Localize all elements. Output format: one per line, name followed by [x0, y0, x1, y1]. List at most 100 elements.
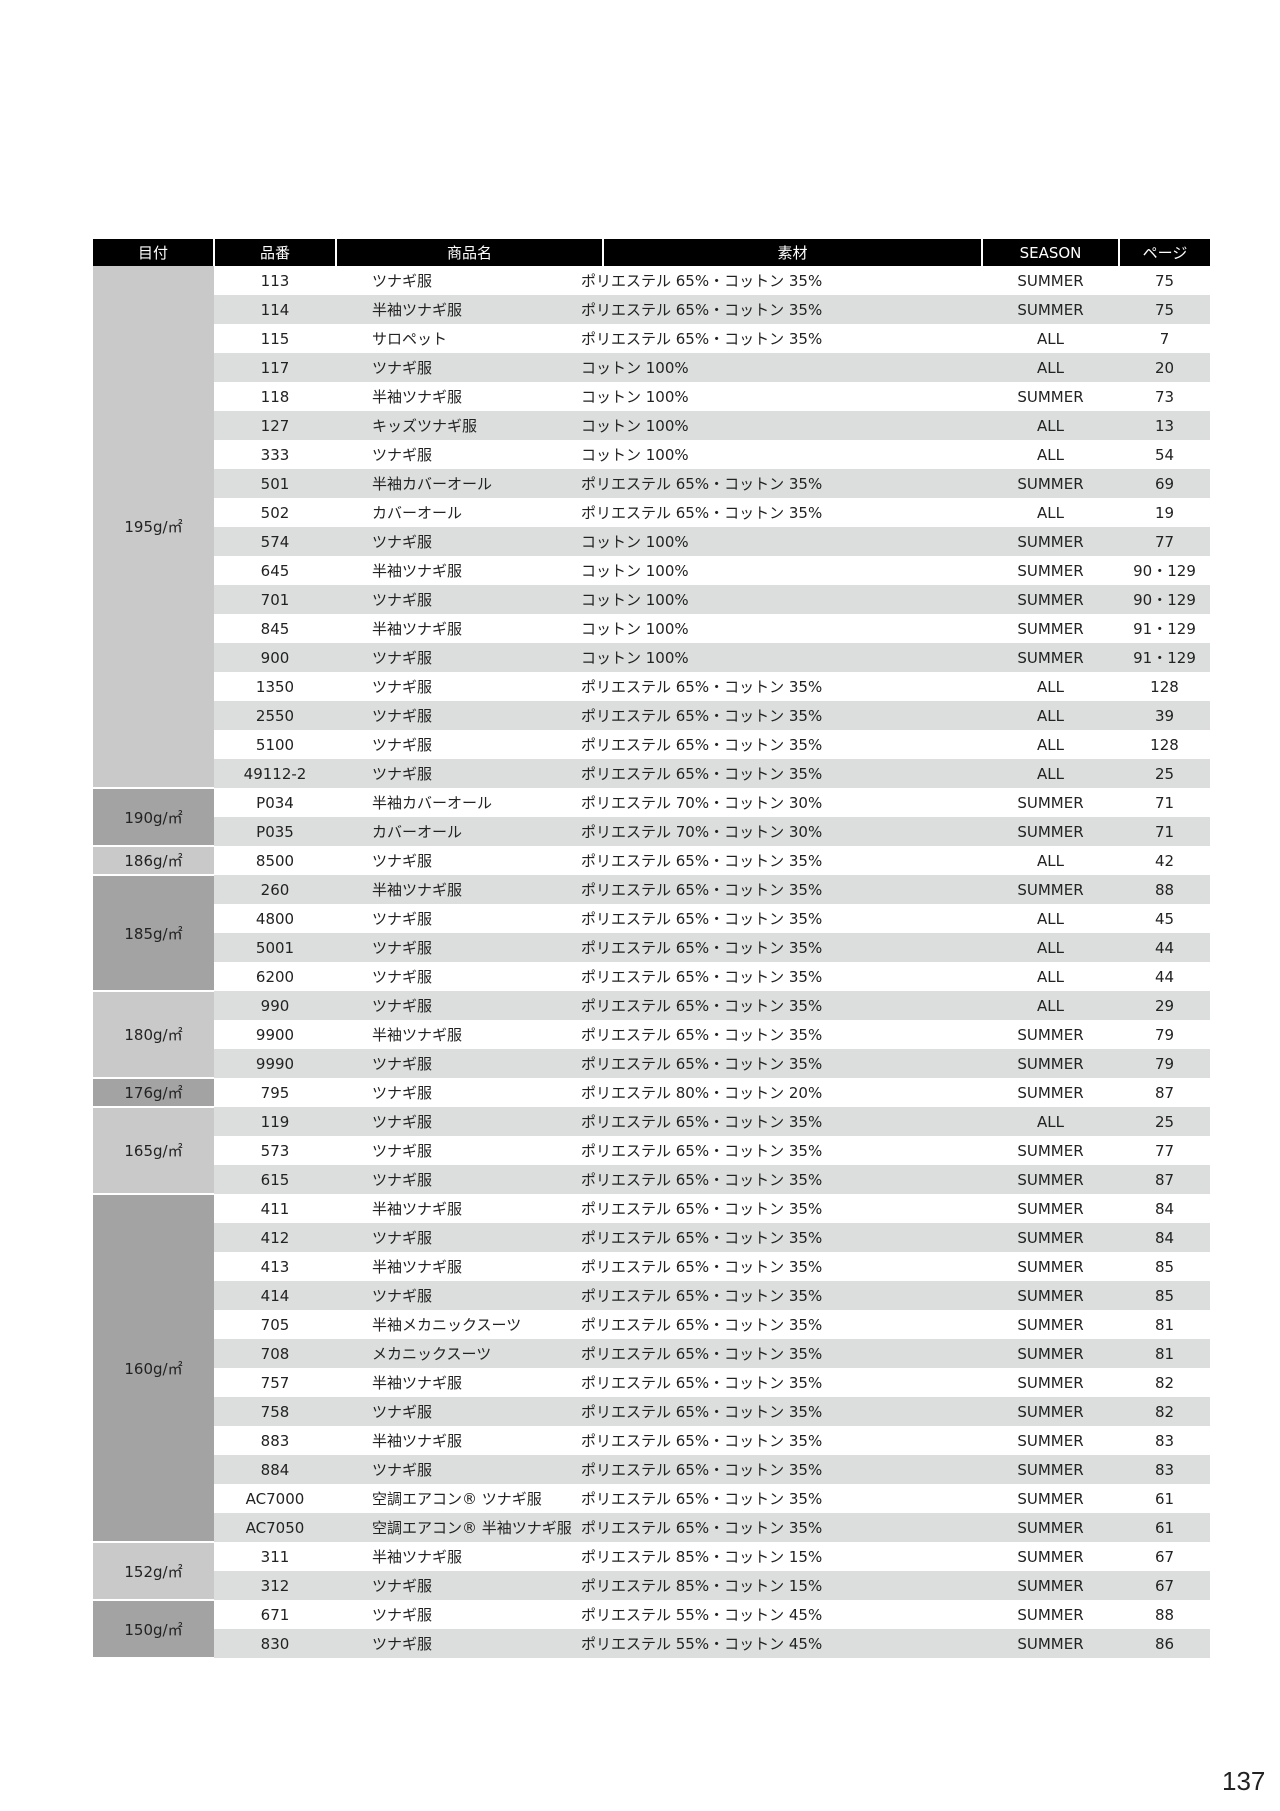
table-row: 180g/㎡ 990 ツナギ服 ポリエステル 65%・コットン 35% ALL 29	[93, 991, 1210, 1079]
page-cell: 45	[1154, 909, 1175, 928]
name-cell: 半袖ツナギ服	[372, 620, 463, 638]
name-cell: 半袖ツナギ服	[336, 875, 603, 904]
season-cell: SUMMER	[1017, 1431, 1084, 1450]
mat-cell: コットン 100%	[581, 527, 982, 556]
name-cell: ツナギ服	[372, 1084, 433, 1102]
mat-cell: ポリエステル 65%・コットン 35%	[581, 295, 982, 324]
table-row: 701 ツナギ服 コットン 100% SUMMER 90・129	[93, 585, 1210, 614]
mat-cell: ポリエステル 65%・コットン 35%	[581, 991, 982, 1020]
code-cell: 708	[214, 1339, 336, 1368]
name-cell: ツナギ服	[372, 1142, 433, 1160]
table-row: 117 ツナギ服 コットン 100% ALL 20	[93, 353, 1210, 382]
page-cell: 20	[1119, 353, 1210, 382]
season-cell: ALL	[982, 353, 1119, 382]
page-cell: 54	[1154, 445, 1175, 464]
season-cell: SUMMER	[1017, 1083, 1084, 1102]
code-cell: 8500	[255, 851, 295, 870]
name-cell: 半袖ツナギ服	[372, 1432, 463, 1450]
mat-cell: ポリエステル 65%・コットン 35%	[581, 272, 823, 290]
weight-cell: 180g/㎡	[93, 991, 214, 1079]
table-row: 830 ツナギ服 ポリエステル 55%・コットン 45% SUMMER 86	[93, 1629, 1210, 1658]
season-cell: SUMMER	[982, 1049, 1119, 1078]
header-weight: 目付	[93, 239, 214, 266]
table-row: 573 ツナギ服 ポリエステル 65%・コットン 35% SUMMER 77	[93, 1136, 1210, 1165]
page-cell: 82	[1154, 1373, 1175, 1392]
code-cell: AC7000	[245, 1489, 305, 1508]
table-row: AC7000 空調エアコン® ツナギ服 ポリエステル 65%・コットン 35% SUM…	[93, 1484, 1210, 1513]
code-cell: 573	[260, 1141, 290, 1160]
table-row: 502 カバーオール ポリエステル 65%・コットン 35% ALL 19	[93, 498, 1210, 527]
mat-cell: コットン 100%	[581, 643, 982, 672]
header-name: 商品名	[335, 239, 603, 266]
mat-cell: ポリエステル 65%・コットン 35%	[581, 1397, 982, 1426]
table-row: 883 半袖ツナギ服 ポリエステル 65%・コットン 35% SUMMER 83	[93, 1426, 1210, 1455]
season-cell: ALL	[1037, 909, 1064, 928]
season-cell: ALL	[982, 991, 1119, 1020]
weight-cell: 190g/㎡	[93, 788, 214, 847]
table-row: 5100 ツナギ服 ポリエステル 65%・コットン 35% ALL 128	[93, 730, 1210, 759]
name-cell: 空調エアコン® ツナギ服	[372, 1490, 542, 1508]
mat-cell: コットン 100%	[581, 353, 982, 382]
page-cell: 84	[1154, 1199, 1175, 1218]
header-code: 品番	[213, 239, 336, 266]
page-cell: 75	[1154, 271, 1175, 290]
name-cell: ツナギ服	[372, 736, 433, 754]
mat-cell: ポリエステル 65%・コットン 35%	[581, 736, 823, 754]
page-cell: 44	[1154, 967, 1175, 986]
name-cell: ツナギ服	[336, 585, 603, 614]
name-cell: 半袖ツナギ服	[372, 1258, 463, 1276]
table-row: 176g/㎡ 795 ツナギ服 ポリエステル 80%・コットン 20% SUMMER 87	[93, 1078, 1210, 1108]
page-cell: 73	[1154, 387, 1175, 406]
table-row: 705 半袖メカニックスーツ ポリエステル 65%・コットン 35% SUMMER 81	[93, 1310, 1210, 1339]
page-cell: 67	[1154, 1547, 1175, 1566]
mat-cell: ポリエステル 85%・コットン 15%	[581, 1571, 982, 1600]
season-cell: SUMMER	[1017, 561, 1084, 580]
page-cell: 128	[1150, 735, 1179, 754]
name-cell: 半袖カバーオール	[336, 469, 603, 498]
code-cell: 645	[260, 561, 290, 580]
weight-cell: 186g/㎡	[93, 846, 214, 876]
table-row: 9990 ツナギ服 ポリエステル 65%・コットン 35% SUMMER 79	[93, 1049, 1210, 1078]
code-cell: 5100	[255, 735, 295, 754]
code-cell: 414	[214, 1281, 336, 1310]
page-cell: 90・129	[1119, 585, 1210, 614]
weight-cell: 150g/㎡	[93, 1600, 214, 1659]
season-cell: ALL	[1037, 735, 1064, 754]
table-row: 190g/㎡ P034 半袖カバーオール ポリエステル 70%・コットン 30% SUM…	[93, 788, 1210, 847]
mat-cell: コットン 100%	[581, 411, 982, 440]
table-row: 708 メカニックスーツ ポリエステル 65%・コットン 35% SUMMER 81	[93, 1339, 1210, 1368]
table-row: 414 ツナギ服 ポリエステル 65%・コットン 35% SUMMER 85	[93, 1281, 1210, 1310]
season-cell: ALL	[1037, 967, 1064, 986]
mat-cell: ポリエステル 65%・コットン 35%	[581, 968, 823, 986]
name-cell: メカニックスーツ	[336, 1339, 603, 1368]
season-cell: ALL	[982, 759, 1119, 788]
page-cell: 39	[1119, 701, 1210, 730]
name-cell: カバーオール	[372, 504, 463, 522]
name-cell: ツナギ服	[372, 446, 433, 464]
table-body: 195g/㎡ 113 ツナギ服 ポリエステル 65%・コットン 35% SUMMER 75…	[93, 266, 1210, 1659]
name-cell: ツナギ服	[336, 1049, 603, 1078]
code-cell: 311	[260, 1547, 290, 1566]
mat-cell: ポリエステル 65%・コットン 35%	[581, 678, 823, 696]
page-cell: 79	[1119, 1049, 1210, 1078]
name-cell: ツナギ服	[336, 643, 603, 672]
page-cell: 7	[1159, 329, 1170, 348]
code-cell: 312	[214, 1571, 336, 1600]
weight-cell: 195g/㎡	[93, 266, 214, 789]
code-cell: 830	[214, 1629, 336, 1658]
name-cell: ツナギ服	[336, 353, 603, 382]
code-cell: 260	[214, 875, 336, 904]
weight-cell: 160g/㎡	[93, 1194, 214, 1543]
weight-cell: 152g/㎡	[93, 1542, 214, 1601]
page-cell: 90・129	[1133, 562, 1196, 580]
table-row: 757 半袖ツナギ服 ポリエステル 65%・コットン 35% SUMMER 82	[93, 1368, 1210, 1397]
page-cell: 83	[1154, 1431, 1175, 1450]
code-cell: 333	[260, 445, 290, 464]
table-row: 645 半袖ツナギ服 コットン 100% SUMMER 90・129	[93, 556, 1210, 585]
table-row: 6200 ツナギ服 ポリエステル 65%・コットン 35% ALL 44	[93, 962, 1210, 991]
code-cell: AC7050	[214, 1513, 336, 1542]
code-cell: 701	[214, 585, 336, 614]
mat-cell: ポリエステル 65%・コットン 35%	[581, 1513, 982, 1542]
name-cell: ツナギ服	[372, 272, 433, 290]
page-cell: 69	[1119, 469, 1210, 498]
